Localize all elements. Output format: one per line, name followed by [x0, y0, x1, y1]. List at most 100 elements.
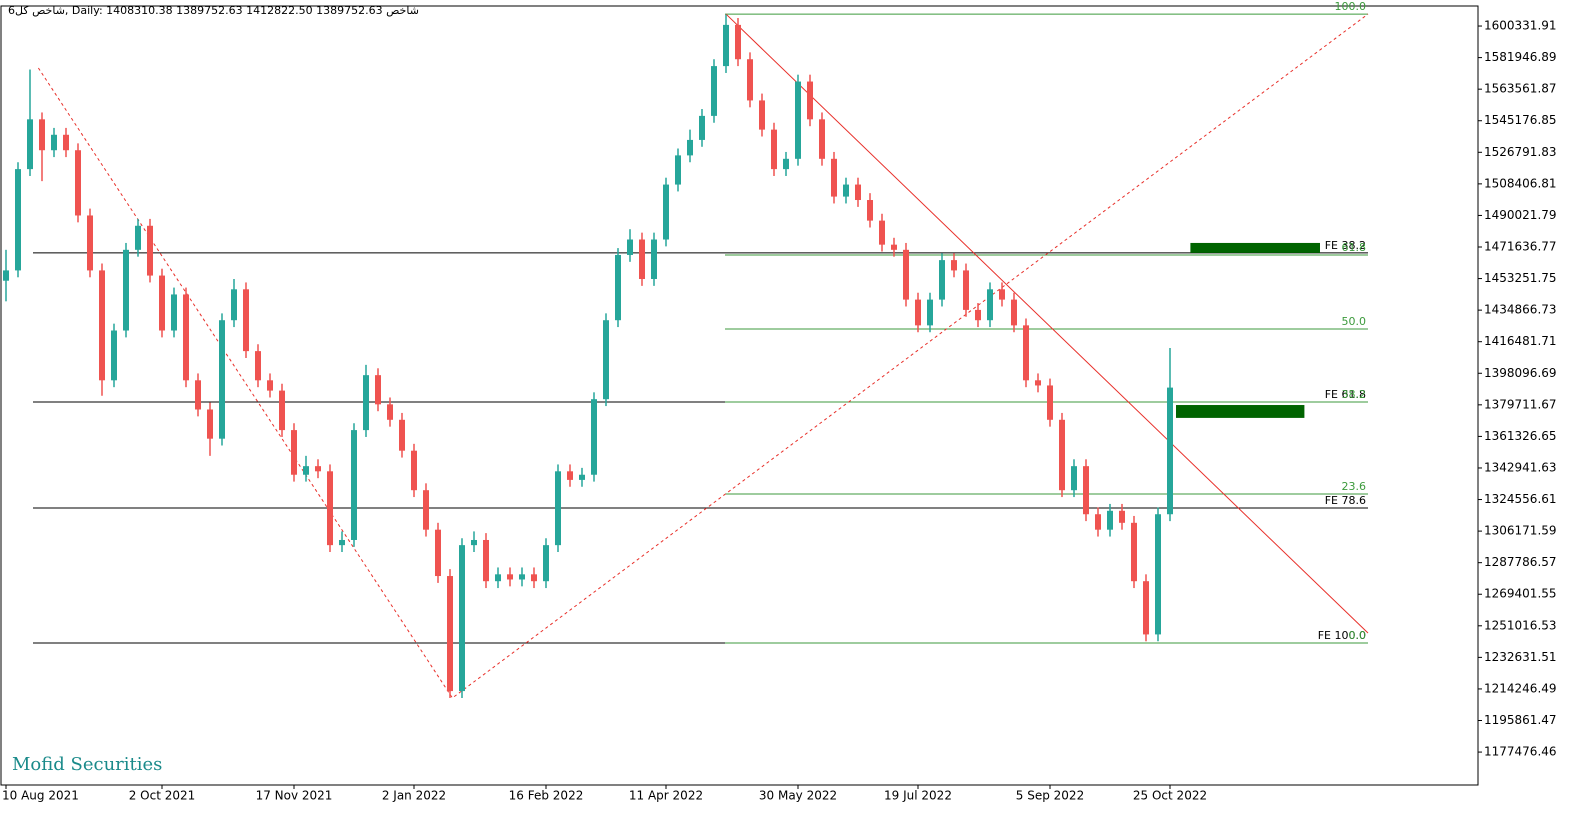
retracement-label: 100.0 [1335, 0, 1367, 13]
retracement-label: 23.6 [1342, 480, 1367, 493]
candle-body [1119, 510, 1125, 523]
candle-body [339, 539, 345, 546]
candle-body [459, 545, 465, 692]
y-tick-label: 1232631.51 [1484, 650, 1557, 664]
candle-body [1155, 514, 1161, 635]
y-tick-label: 1324556.61 [1484, 492, 1557, 506]
candle-body [1011, 299, 1017, 326]
x-tick-label: 30 May 2022 [759, 789, 837, 803]
candle-body [591, 399, 597, 475]
candle-body [567, 471, 573, 480]
candle-body [879, 220, 885, 245]
y-tick-label: 1269401.55 [1484, 587, 1557, 601]
candle-body [171, 294, 177, 331]
candle-body [111, 330, 117, 381]
retracement-label: 61.8 [1342, 241, 1367, 254]
y-tick-label: 1177476.46 [1484, 745, 1557, 759]
candle-body [75, 150, 81, 216]
candle-body [543, 545, 549, 582]
candle-body [1047, 385, 1053, 420]
candle-body [1107, 510, 1113, 530]
candle-body [783, 158, 789, 170]
candle-body [711, 66, 717, 116]
candle-body [903, 249, 909, 300]
candle-body [951, 260, 957, 271]
candle-body [351, 430, 357, 540]
candle-body [39, 119, 45, 151]
candle-body [819, 119, 825, 159]
x-tick-label: 2 Jan 2022 [382, 789, 446, 803]
candle-body [771, 129, 777, 170]
candle-body [735, 24, 741, 60]
candle-body [639, 239, 645, 280]
candle-body [471, 539, 477, 546]
zone [1190, 242, 1320, 253]
candle-body [1059, 419, 1065, 491]
y-tick-label: 1600331.91 [1484, 19, 1557, 33]
plot-frame [0, 5, 1479, 786]
candle-body [435, 529, 441, 577]
candle-body [15, 169, 21, 271]
candle-body [1095, 514, 1101, 530]
x-tick-label: 25 Oct 2022 [1133, 789, 1207, 803]
candle-body [51, 134, 57, 151]
candle-body [267, 380, 273, 391]
candle-body [747, 59, 753, 101]
retracement-label: 0.0 [1349, 629, 1367, 642]
candle-body [195, 380, 201, 410]
candle-body [375, 375, 381, 405]
y-tick-label: 1361326.65 [1484, 429, 1557, 443]
candle-body [891, 244, 897, 250]
candle-body [99, 270, 105, 381]
candle-body [399, 419, 405, 451]
x-tick-label: 10 Aug 2021 [2, 789, 79, 803]
candle-body [627, 239, 633, 255]
candle-body [3, 270, 9, 281]
candle-body [1083, 466, 1089, 515]
candle-body [411, 450, 417, 491]
expansion-label: FE 78.6 [1325, 494, 1366, 507]
candle-body [1035, 380, 1041, 386]
candle-body [579, 474, 585, 480]
x-tick-label: 17 Nov 2021 [256, 789, 333, 803]
candle-body [603, 320, 609, 400]
expansion-label: FE 100.0 [1318, 629, 1366, 642]
candle-body [531, 574, 537, 582]
y-tick-label: 1398096.69 [1484, 366, 1557, 380]
candle-body [759, 100, 765, 130]
candle-body [987, 289, 993, 321]
candle-body [231, 289, 237, 321]
x-tick-label: 19 Jul 2022 [884, 789, 952, 803]
x-tick-label: 11 Apr 2022 [629, 789, 703, 803]
candle-body [699, 115, 705, 140]
candle-body [555, 471, 561, 546]
candle-body [63, 134, 69, 151]
candle-body [219, 320, 225, 439]
candle-body [159, 275, 165, 331]
candle-body [1023, 325, 1029, 381]
candle-body [687, 139, 693, 156]
y-tick-label: 1214246.49 [1484, 681, 1557, 695]
candle-body [27, 119, 33, 170]
candle-body [651, 239, 657, 280]
x-tick-label: 2 Oct 2021 [129, 789, 196, 803]
candle-body [963, 270, 969, 310]
candle-body [1167, 387, 1173, 515]
y-tick-label: 1545176.85 [1484, 113, 1557, 127]
candle-body [147, 225, 153, 276]
candle-body [843, 184, 849, 197]
candle-body [1071, 466, 1077, 491]
candle-body [495, 574, 501, 582]
y-tick-label: 1195861.47 [1484, 713, 1557, 727]
candle-body [255, 351, 261, 381]
x-tick-label: 16 Feb 2022 [509, 789, 584, 803]
candle-body [447, 576, 453, 692]
y-tick-label: 1508406.81 [1484, 176, 1557, 190]
candle-body [927, 299, 933, 326]
y-tick-label: 1471636.77 [1484, 240, 1557, 254]
retracement-label: 38.2 [1342, 388, 1367, 401]
y-tick-label: 1453251.75 [1484, 271, 1557, 285]
y-tick-label: 1416481.71 [1484, 334, 1557, 348]
candle-body [483, 539, 489, 582]
